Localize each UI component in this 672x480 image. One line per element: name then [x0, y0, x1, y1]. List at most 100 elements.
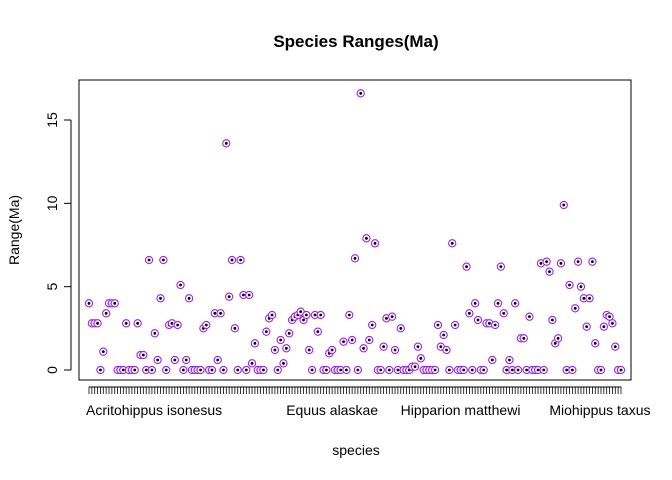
- data-point: [179, 365, 188, 375]
- data-point: [207, 365, 217, 375]
- data-point: [142, 365, 151, 375]
- data-point: [350, 254, 360, 263]
- y-tick-label: 5: [44, 283, 60, 291]
- x-tick-label: Miohippus taxus: [549, 402, 650, 418]
- data-point: [313, 327, 322, 336]
- data-point: [267, 310, 277, 320]
- data-point: [468, 365, 477, 375]
- data-point: [247, 359, 257, 368]
- data-point: [345, 310, 354, 320]
- data-point: [442, 345, 451, 355]
- data-point: [202, 320, 211, 330]
- data-point: [588, 257, 597, 266]
- data-point: [470, 299, 480, 308]
- data-point: [353, 365, 363, 375]
- data-point: [576, 282, 586, 291]
- data-point: [233, 365, 242, 375]
- data-point: [213, 355, 222, 365]
- data-point: [462, 262, 471, 271]
- data-point: [245, 290, 254, 300]
- data-point: [393, 365, 403, 375]
- data-point: [491, 320, 500, 330]
- data-point: [102, 309, 111, 318]
- x-tick-label: Hipparion matthewi: [401, 402, 521, 418]
- data-point: [159, 255, 168, 265]
- data-point: [242, 365, 251, 375]
- data-point: [611, 342, 620, 351]
- data-point: [119, 365, 128, 375]
- data-point: [596, 365, 606, 375]
- data-point: [133, 319, 142, 328]
- data-point: [416, 354, 425, 363]
- data-point: [562, 365, 571, 375]
- data-point: [305, 345, 314, 355]
- data-point: [388, 312, 397, 321]
- plot-frame: [78, 79, 632, 381]
- data-point: [130, 365, 139, 375]
- data-point: [433, 320, 443, 330]
- data-point: [122, 319, 131, 328]
- data-point: [84, 299, 94, 308]
- data-point: [144, 255, 154, 265]
- data-point: [445, 365, 454, 375]
- data-point: [282, 344, 291, 353]
- data-point: [182, 355, 191, 365]
- data-point: [225, 292, 234, 301]
- data-point: [347, 335, 357, 345]
- data-point: [413, 342, 423, 351]
- data-point: [591, 339, 600, 348]
- data-point: [222, 139, 231, 148]
- data-point: [450, 320, 460, 330]
- data-point: [156, 294, 165, 303]
- data-point: [556, 259, 566, 268]
- data-point: [511, 299, 520, 308]
- data-point: [519, 334, 528, 343]
- y-tick-label: 0: [44, 366, 60, 374]
- data-point: [359, 344, 368, 353]
- data-point: [545, 267, 554, 276]
- data-point: [273, 365, 282, 375]
- data-point: [571, 304, 580, 313]
- data-point: [173, 320, 182, 330]
- data-point: [616, 365, 626, 375]
- y-tick-label: 15: [44, 112, 60, 128]
- data-point: [542, 257, 551, 266]
- data-point: [496, 262, 506, 271]
- data-point: [608, 319, 617, 328]
- data-point: [376, 365, 385, 375]
- data-point: [379, 342, 388, 351]
- data-point: [219, 365, 228, 375]
- data-point: [162, 365, 171, 375]
- data-point: [410, 362, 420, 371]
- data-point: [568, 365, 577, 375]
- data-point: [439, 330, 448, 340]
- data-point: [356, 89, 365, 98]
- data-points: [84, 89, 626, 375]
- data-point: [390, 345, 400, 355]
- data-point: [139, 350, 148, 360]
- data-point: [385, 365, 394, 375]
- data-point: [279, 359, 288, 368]
- data-point: [230, 324, 240, 333]
- data-point: [430, 365, 440, 375]
- data-point: [276, 335, 285, 345]
- data-point: [170, 355, 179, 365]
- data-point: [336, 365, 345, 375]
- data-point: [150, 329, 159, 338]
- data-point: [479, 365, 488, 375]
- data-point: [396, 324, 405, 333]
- data-point: [227, 255, 237, 265]
- chart-title: Species Ranges(Ma): [273, 32, 438, 51]
- data-point: [302, 310, 311, 320]
- data-point: [236, 255, 245, 265]
- y-axis-label: Range(Ma): [6, 195, 22, 265]
- data-point: [599, 322, 608, 331]
- data-point: [493, 299, 503, 308]
- data-point: [342, 365, 351, 375]
- x-tick-label: Acritohippus isonesus: [86, 402, 222, 418]
- data-point: [250, 339, 260, 348]
- data-point: [196, 365, 205, 375]
- data-point: [307, 365, 317, 375]
- data-point: [513, 365, 523, 375]
